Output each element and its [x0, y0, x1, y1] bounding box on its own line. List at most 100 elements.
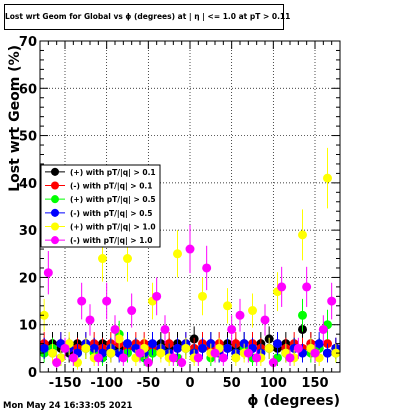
data-point — [310, 348, 320, 358]
legend-entry: (+) with pT/|q| > 1.0 — [70, 223, 156, 233]
data-point — [327, 296, 337, 306]
y-tick-label: 40 — [19, 177, 37, 192]
data-point — [285, 353, 295, 363]
data-point — [202, 263, 212, 273]
data-point — [298, 310, 307, 320]
data-point — [198, 343, 207, 353]
data-point — [243, 348, 253, 358]
data-point — [93, 353, 103, 363]
data-point — [152, 291, 162, 301]
series-5 — [43, 224, 337, 370]
data-point — [185, 244, 195, 254]
data-point — [81, 343, 91, 353]
data-point — [210, 348, 220, 358]
data-point — [193, 353, 203, 363]
data-point — [60, 343, 70, 353]
data-point — [260, 315, 270, 325]
data-point — [314, 339, 324, 349]
data-point — [118, 353, 128, 363]
legend-marker — [51, 181, 59, 190]
data-point — [264, 343, 274, 353]
y-tick-label: 70 — [19, 35, 37, 50]
x-axis-label: ϕ (degrees) — [247, 393, 340, 409]
data-point — [114, 334, 124, 344]
data-point — [143, 358, 153, 368]
y-axis-label: Lost wrt Geom (%) — [7, 45, 23, 192]
data-point — [135, 348, 145, 358]
data-point — [52, 358, 62, 368]
data-point — [248, 306, 257, 316]
legend-entry: (-) with pT/|q| > 0.5 — [70, 209, 152, 219]
data-point — [168, 353, 178, 363]
legend-marker — [51, 167, 59, 176]
data-point — [148, 339, 157, 349]
data-point — [277, 282, 287, 292]
data-point — [123, 254, 132, 264]
legend-entry: (+) with pT/|q| > 0.1 — [70, 168, 156, 178]
data-point — [252, 353, 262, 363]
x-tick-label: -100 — [90, 376, 123, 391]
legend-marker — [51, 222, 59, 231]
legend-entry: (+) with pT/|q| > 0.5 — [70, 195, 156, 205]
data-point — [218, 353, 228, 363]
y-tick-label: 0 — [28, 366, 37, 381]
data-point — [98, 254, 107, 264]
data-point — [173, 249, 182, 259]
data-point — [77, 296, 87, 306]
data-point — [127, 306, 137, 316]
legend-box — [40, 164, 161, 248]
axis-ticks — [40, 40, 340, 373]
data-point — [123, 339, 132, 349]
x-tick-label: 50 — [223, 376, 241, 391]
footer-date: Mon May 24 16:33:05 2021 — [3, 401, 133, 411]
legend-marker — [51, 195, 59, 204]
x-tick-label: 0 — [185, 376, 194, 391]
legend: (+) with pT/|q| > 0.1 (-) with pT/|q| > 0… — [40, 164, 161, 248]
data-point — [39, 310, 49, 320]
data-point — [298, 230, 307, 240]
y-tick-label: 30 — [19, 224, 37, 239]
x-tick-label: 150 — [301, 376, 328, 391]
data-point — [39, 343, 49, 353]
data-point — [102, 296, 112, 306]
data-point — [231, 353, 241, 363]
data-point — [156, 348, 166, 358]
y-tick-label: 10 — [19, 319, 37, 334]
data-point — [331, 348, 341, 358]
data-point — [227, 324, 237, 334]
y-tick-label: 50 — [19, 130, 37, 145]
data-point — [181, 343, 191, 353]
data-point — [85, 315, 95, 325]
axis-labels: -150 -100 -50 0 50 100 150 0 10 20 30 40 50 60 70 ϕ (de… — [7, 35, 340, 409]
x-tick-label: 100 — [260, 376, 287, 391]
data-point — [273, 339, 282, 349]
data-point — [223, 301, 232, 311]
x-tick-label: -150 — [49, 376, 82, 391]
chart-title: Lost wrt Geom for Global vs ϕ (degrees) … — [5, 12, 291, 21]
data-point — [323, 173, 332, 183]
data-point — [177, 358, 187, 368]
data-point — [223, 343, 232, 353]
data-point — [68, 353, 78, 363]
data-point — [106, 348, 116, 358]
x-tick-label: -50 — [137, 376, 161, 391]
legend-entry: (-) with pT/|q| > 1.0 — [70, 236, 152, 246]
data-point — [160, 324, 170, 334]
data-point — [235, 310, 245, 320]
data-point — [198, 291, 207, 301]
legend-marker — [51, 236, 59, 245]
data-point — [89, 343, 99, 353]
data-point — [110, 324, 120, 334]
data-point — [318, 324, 328, 334]
y-tick-label: 60 — [19, 82, 37, 97]
legend-marker — [51, 208, 59, 217]
data-point — [173, 343, 182, 353]
data-point — [268, 358, 278, 368]
title-box: Lost wrt Geom for Global vs ϕ (degrees) … — [4, 4, 291, 30]
legend-entry: (-) with pT/|q| > 0.1 — [70, 182, 152, 192]
data-point — [302, 282, 312, 292]
data-point — [43, 268, 53, 278]
data-point — [293, 343, 303, 353]
y-tick-label: 20 — [19, 271, 37, 286]
